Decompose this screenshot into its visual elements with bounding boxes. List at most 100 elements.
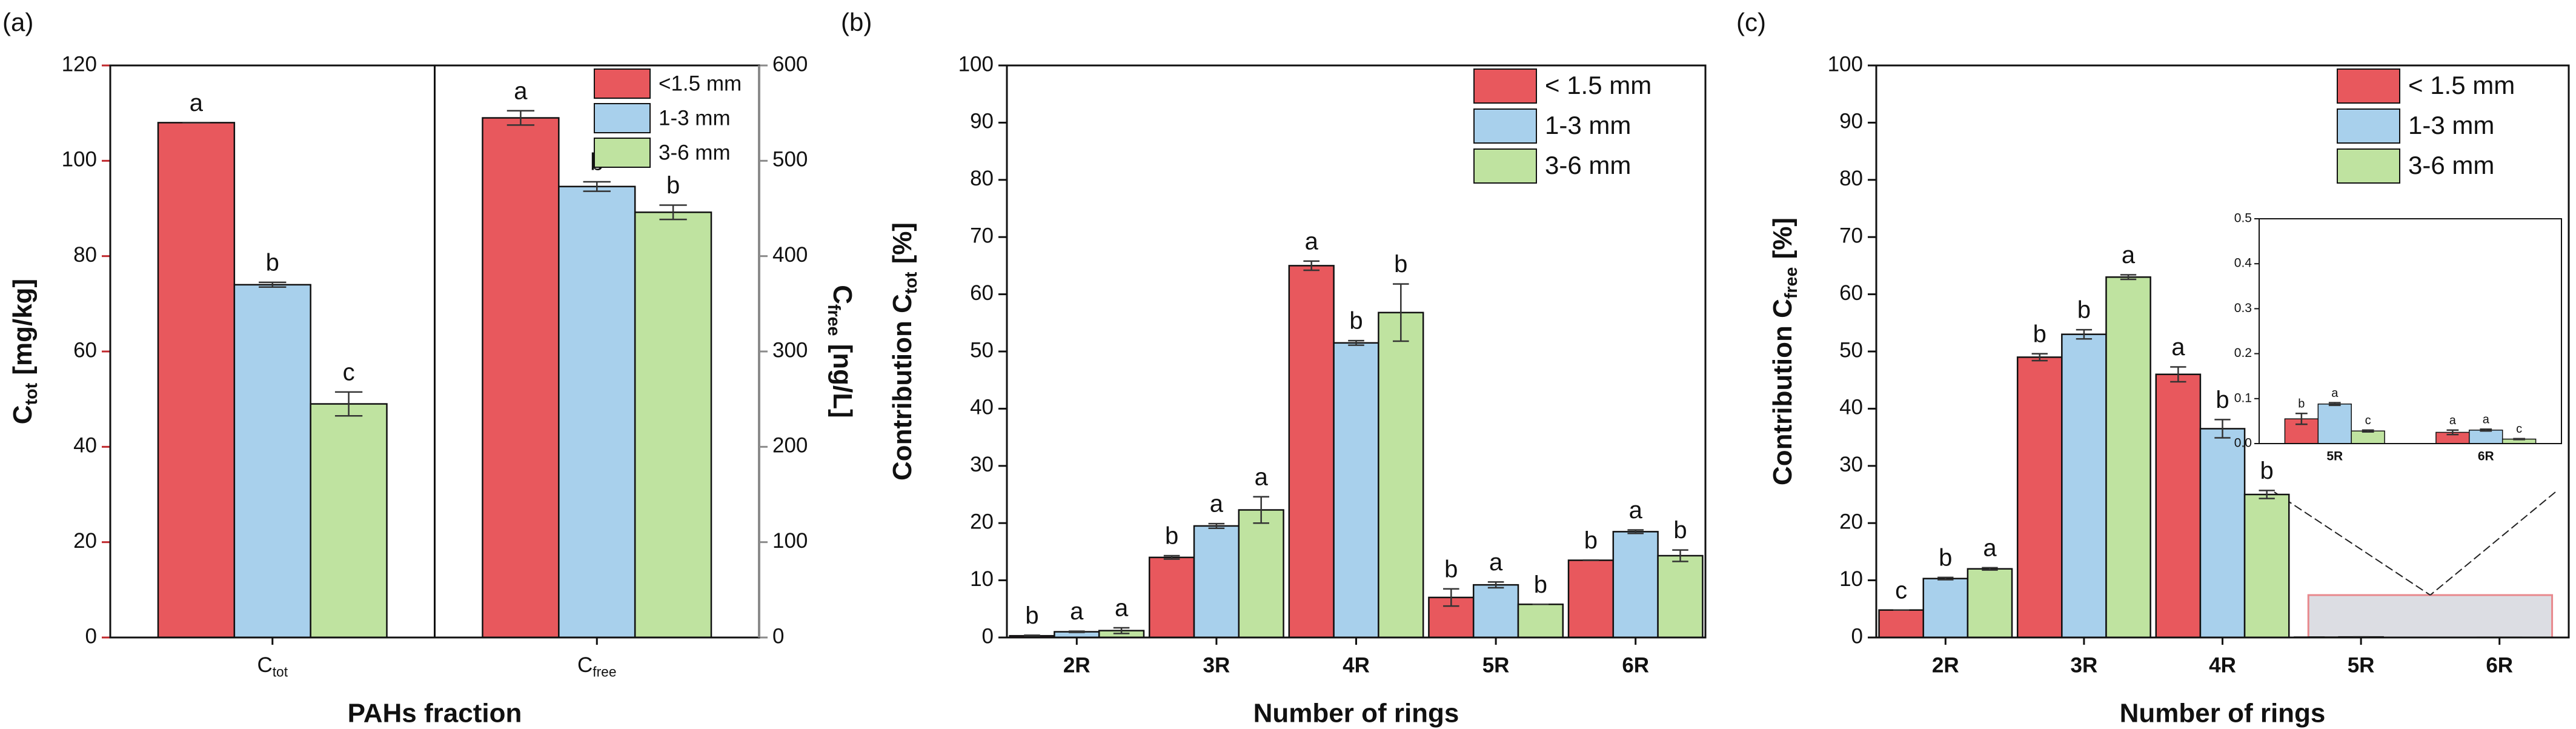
x-axis-label: Number of rings: [1253, 699, 1459, 728]
error-bar: [2076, 328, 2093, 340]
x-tick-label-sub: free: [593, 664, 616, 680]
error-bar: [1303, 260, 1320, 271]
significance-letter: a: [1629, 497, 1643, 524]
error-bar: [2259, 490, 2275, 499]
y-axis-label-sub: free: [1782, 267, 1801, 299]
legend-label: 1-3 mm: [1545, 111, 1631, 139]
error-bar: [1672, 549, 1688, 562]
zoom-connector: [2274, 491, 2431, 596]
legend-swatch: [1473, 108, 1537, 144]
legend-label: <1.5 mm: [659, 72, 742, 95]
bar: [1612, 531, 1659, 639]
significance-letter: a: [1115, 595, 1129, 622]
significance-letter: c: [343, 359, 355, 385]
inset-x-tick-label: 5R: [2326, 450, 2343, 464]
significance-letter: b: [1534, 571, 1547, 598]
error-bar: [1627, 529, 1644, 534]
x-tick-label: 6R: [1622, 653, 1649, 677]
error-bar: [1393, 283, 1409, 342]
y-tick-label: 100: [62, 148, 97, 171]
y-axis-label: Ctot [mg/kg]: [8, 279, 41, 424]
significance-letter: c: [1895, 577, 1907, 604]
legend-swatch: [1473, 68, 1537, 104]
x-tick-label: 5R: [1482, 653, 1510, 677]
x-tick-label: 4R: [2209, 653, 2236, 677]
bar: [1472, 584, 1519, 639]
significance-letter: b: [1165, 523, 1178, 550]
y2-tick-label: 0: [772, 624, 784, 648]
y-tick-label: 80: [970, 167, 994, 190]
y-axis-label: Contribution Ctot [%]: [888, 222, 921, 481]
significance-letter: b: [2298, 398, 2305, 411]
y-tick-label: 40: [1839, 396, 1863, 419]
y-tick-label: 70: [970, 224, 994, 247]
error-bar: [2295, 413, 2308, 425]
significance-letter: c: [2365, 414, 2371, 427]
significance-letter: b: [1939, 544, 1952, 571]
y-axis-label-sub: tot: [22, 382, 41, 405]
legend-label: 1-3 mm: [659, 106, 731, 130]
significance-letter: a: [1489, 549, 1503, 576]
error-bar: [1069, 630, 1085, 633]
y-axis-label-sub: tot: [901, 271, 921, 294]
bar: [2199, 428, 2246, 639]
bar: [634, 211, 712, 639]
bar: [310, 403, 388, 639]
x-tick-label-main: C: [257, 653, 272, 677]
x-axis-label: PAHs fraction: [348, 699, 522, 728]
y-tick-label: 40: [970, 396, 994, 419]
y-tick-label: 80: [73, 243, 97, 267]
inset-y-tick-label: 0.4: [2234, 256, 2252, 270]
y2-tick-label: 400: [772, 243, 808, 267]
inset-y-tick-label: 0.5: [2234, 211, 2252, 225]
y-axis-label-unit: [mg/kg]: [8, 279, 38, 375]
bar: [482, 117, 560, 639]
error-bar: [1937, 576, 1954, 581]
inset-y-tick-label: 0.3: [2234, 301, 2252, 315]
bar: [1193, 525, 1240, 639]
inset-y-tick-label: 0.2: [2234, 346, 2252, 360]
bar: [233, 284, 311, 639]
significance-letter: b: [266, 249, 279, 276]
bar: [1333, 342, 1379, 639]
significance-letter: b: [1673, 517, 1687, 544]
significance-letter: a: [190, 90, 204, 116]
error-bar: [1163, 554, 1180, 560]
y-axis-label-unit: [%]: [1768, 218, 1798, 259]
x-tick-label-main: C: [577, 653, 593, 677]
error-bar: [2362, 429, 2374, 433]
significance-letter: b: [1584, 527, 1598, 554]
significance-letter: a: [1305, 228, 1319, 255]
x-axis-label: Number of rings: [2120, 699, 2326, 728]
bar: [2061, 333, 2107, 639]
legend-swatch: [2337, 68, 2400, 104]
error-bar: [1253, 496, 1269, 524]
bar: [2016, 356, 2063, 639]
inset-y-tick-label: 0.1: [2234, 391, 2252, 405]
significance-letter: b: [1394, 251, 1407, 278]
x-tick-label: 4R: [1343, 653, 1370, 677]
plot-frame: [1006, 64, 1707, 639]
y2-axis-label: Cfree [ng/L]: [824, 285, 857, 418]
bar: [1517, 603, 1564, 639]
y2-tick-label: 200: [772, 434, 808, 458]
y2-tick-label: 600: [772, 52, 808, 76]
x-tick-label: Cfree: [577, 653, 616, 679]
error-bar: [259, 281, 287, 288]
y-tick-label: 100: [958, 52, 994, 76]
error-bar: [2328, 402, 2341, 407]
error-bar: [659, 204, 687, 221]
error-bar: [1208, 522, 1225, 529]
y2-tick-label: 100: [772, 529, 808, 553]
error-bar: [2214, 419, 2231, 439]
y-axis-label: Contribution Cfree [%]: [1768, 218, 1801, 485]
inset-x-tick-label: 6R: [2478, 450, 2494, 464]
bar: [1878, 609, 1924, 639]
y-tick-label: 10: [970, 567, 994, 591]
bar: [2155, 373, 2202, 639]
significance-letter: b: [1349, 308, 1363, 335]
legend-label: 3-6 mm: [659, 141, 731, 164]
error-bar: [2170, 366, 2186, 383]
significance-letter: b: [1444, 556, 1458, 582]
y-tick-label: 50: [970, 338, 994, 362]
